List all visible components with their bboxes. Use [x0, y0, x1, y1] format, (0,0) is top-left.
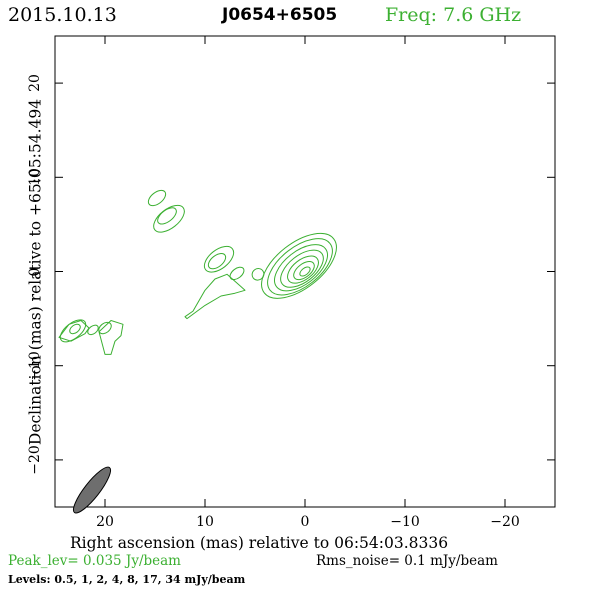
y-tick-label: 20 [27, 74, 43, 93]
contour-levels: Levels: 0.5, 1, 2, 4, 8, 17, 34 mJy/beam [8, 573, 246, 586]
x-tick-label: −10 [390, 514, 420, 530]
peak-level: Peak_lev= 0.035 Jy/beam [8, 553, 181, 569]
x-tick-label: 0 [300, 514, 310, 530]
y-axis-label: Declination (mas) relative to +65:05:54.… [26, 98, 45, 446]
core-contour [267, 238, 333, 296]
jet-contour [184, 273, 246, 320]
knot-contour [59, 319, 87, 343]
beam-ellipse [72, 466, 112, 514]
plot-frame [54, 35, 556, 508]
y-tick-label: −20 [27, 445, 43, 475]
core-contour [293, 261, 315, 281]
x-tick-label: 10 [196, 514, 214, 530]
knot-contour [153, 204, 185, 233]
jet-contour [98, 320, 124, 355]
knot-contour [251, 268, 265, 281]
knot-contour [229, 266, 245, 281]
tick-marks [55, 36, 555, 507]
x-axis-label: Right ascension (mas) relative to 06:54:… [70, 534, 449, 552]
knot-contour [87, 324, 99, 336]
frequency-label: Freq: 7.6 GHz [385, 4, 522, 26]
rms-noise: Rms_noise= 0.1 mJy/beam [316, 553, 498, 569]
knot-contour [69, 323, 81, 335]
beam [72, 466, 112, 514]
core-contour [280, 249, 324, 288]
contour-lines [58, 189, 337, 355]
knot-contour [207, 253, 227, 270]
core-contour [261, 232, 337, 299]
source-name: J0654+6505 [222, 5, 338, 25]
core-contour [274, 244, 328, 292]
epoch-date: 2015.10.13 [8, 4, 117, 26]
jet-contour [58, 320, 90, 342]
x-tick-label: 20 [96, 514, 114, 530]
core-contour [287, 255, 319, 284]
knot-contour [203, 245, 235, 273]
core-contour [299, 266, 311, 277]
knot-contour [147, 189, 167, 207]
x-tick-label: −20 [490, 514, 520, 530]
